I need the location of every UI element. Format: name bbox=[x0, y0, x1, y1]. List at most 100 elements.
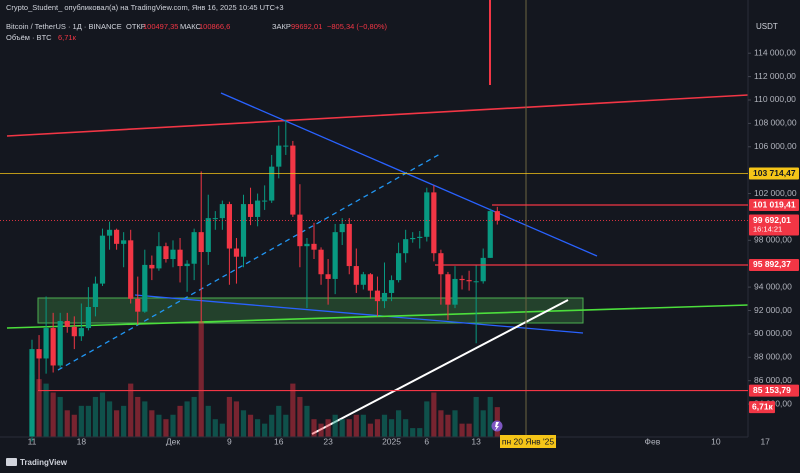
candle-body bbox=[233, 248, 240, 257]
candle-body bbox=[106, 229, 113, 236]
candle-body bbox=[269, 166, 275, 201]
volume-bar bbox=[452, 410, 458, 437]
volume-bar bbox=[388, 419, 395, 437]
candle-body bbox=[290, 145, 296, 215]
y-tick-label: 88 000,00 bbox=[754, 352, 792, 362]
price-tag bbox=[749, 167, 799, 180]
currency: USDT bbox=[756, 22, 778, 31]
volume-bar bbox=[57, 396, 63, 437]
volume-bar bbox=[480, 410, 486, 437]
candle-body bbox=[121, 240, 127, 244]
volume-bar bbox=[424, 401, 430, 437]
candle-body bbox=[318, 249, 324, 275]
volume-bar bbox=[184, 401, 190, 437]
close-label: ЗАКР bbox=[272, 22, 291, 31]
volume-bar bbox=[297, 396, 303, 437]
y-tick-label: 90 000,00 bbox=[754, 328, 792, 338]
volume-bar bbox=[290, 383, 296, 437]
open-value: 100497,35 bbox=[143, 22, 178, 31]
candle-body bbox=[403, 239, 409, 254]
price-tag bbox=[749, 199, 799, 212]
volume-bar bbox=[163, 419, 169, 437]
candle-body bbox=[283, 145, 289, 147]
y-tick-label: 114 000,00 bbox=[754, 47, 796, 57]
x-tick-label: 18 bbox=[77, 436, 87, 446]
volume-bar bbox=[177, 405, 183, 437]
series-layer bbox=[29, 119, 500, 442]
y-tick-label: 112 000,00 bbox=[754, 71, 796, 81]
volume-bar bbox=[325, 419, 331, 437]
volume-bar bbox=[339, 419, 345, 437]
price-tag bbox=[749, 384, 799, 397]
candle-body bbox=[431, 192, 437, 254]
volume-bar bbox=[233, 401, 240, 437]
price-tag bbox=[749, 258, 799, 271]
volume-bar bbox=[353, 414, 359, 437]
x-tick-label: 23 bbox=[323, 436, 333, 446]
high-label: МАКС bbox=[180, 22, 202, 31]
volume-bar bbox=[36, 379, 42, 437]
candle-body bbox=[353, 266, 359, 285]
trendline bbox=[6, 94, 749, 137]
candle-body bbox=[184, 263, 190, 267]
volume-bar bbox=[156, 414, 162, 437]
candle-body bbox=[445, 274, 451, 305]
volume-bar bbox=[396, 410, 402, 437]
candle-body bbox=[85, 306, 91, 329]
volume-bar bbox=[262, 423, 268, 437]
candle-body bbox=[473, 281, 479, 283]
publisher: Crypto_Student_ опубликовал(а) на Tradin… bbox=[6, 3, 284, 12]
volume-bar bbox=[318, 423, 324, 437]
trendline bbox=[57, 153, 441, 371]
x-tick-label: 10 bbox=[711, 436, 721, 446]
candle-body bbox=[438, 253, 444, 275]
volume-bar bbox=[346, 419, 352, 437]
candle-body bbox=[374, 290, 381, 302]
x-tick-label: Фев bbox=[645, 436, 661, 446]
volume-bar bbox=[459, 423, 465, 437]
candle-body bbox=[156, 246, 162, 269]
trendline bbox=[6, 304, 749, 329]
candle-body bbox=[149, 264, 155, 269]
volume-bar bbox=[50, 392, 56, 437]
volume-bar bbox=[466, 423, 472, 437]
volume-bar bbox=[247, 414, 254, 437]
candle-body bbox=[177, 249, 183, 267]
price-tag-label: 85 153,79 bbox=[753, 385, 791, 395]
volume-bar bbox=[142, 401, 148, 437]
candle-body bbox=[410, 237, 416, 240]
candle-body bbox=[29, 349, 35, 437]
candle-body bbox=[78, 328, 84, 337]
candle-body bbox=[304, 243, 310, 247]
candle-body bbox=[367, 274, 373, 291]
price-tag-label: 95 892,37 bbox=[753, 259, 791, 269]
candle-body bbox=[99, 235, 106, 284]
x-tick-label: 17 bbox=[760, 436, 770, 446]
candle-body bbox=[311, 243, 317, 250]
y-tick-label: 102 000,00 bbox=[754, 188, 797, 198]
candle-body bbox=[325, 274, 331, 279]
candle-body bbox=[212, 218, 218, 220]
volume-tag-label: 6,71к bbox=[752, 401, 774, 411]
volume-bar bbox=[276, 405, 282, 437]
volume-bar bbox=[191, 396, 197, 437]
candle-body bbox=[128, 240, 134, 299]
x-tick-label: 13 bbox=[471, 436, 481, 446]
volume-bar bbox=[135, 396, 141, 437]
x-tick-label: 2025 bbox=[382, 436, 401, 446]
candle-body bbox=[480, 257, 486, 282]
high-value: 100866,6 bbox=[199, 22, 230, 31]
close-value: 99692,01 bbox=[291, 22, 322, 31]
candle-body bbox=[255, 200, 261, 217]
volume-bar bbox=[128, 383, 134, 437]
candle-body bbox=[135, 298, 141, 312]
volume-bar bbox=[403, 419, 409, 437]
y-tick-label: 86 000,00 bbox=[754, 375, 792, 385]
volume-bar bbox=[114, 410, 120, 437]
volume-bar bbox=[438, 410, 444, 437]
y-tick-label: 110 000,00 bbox=[754, 94, 796, 104]
volume-bar bbox=[255, 419, 261, 437]
candle-body bbox=[114, 229, 120, 244]
